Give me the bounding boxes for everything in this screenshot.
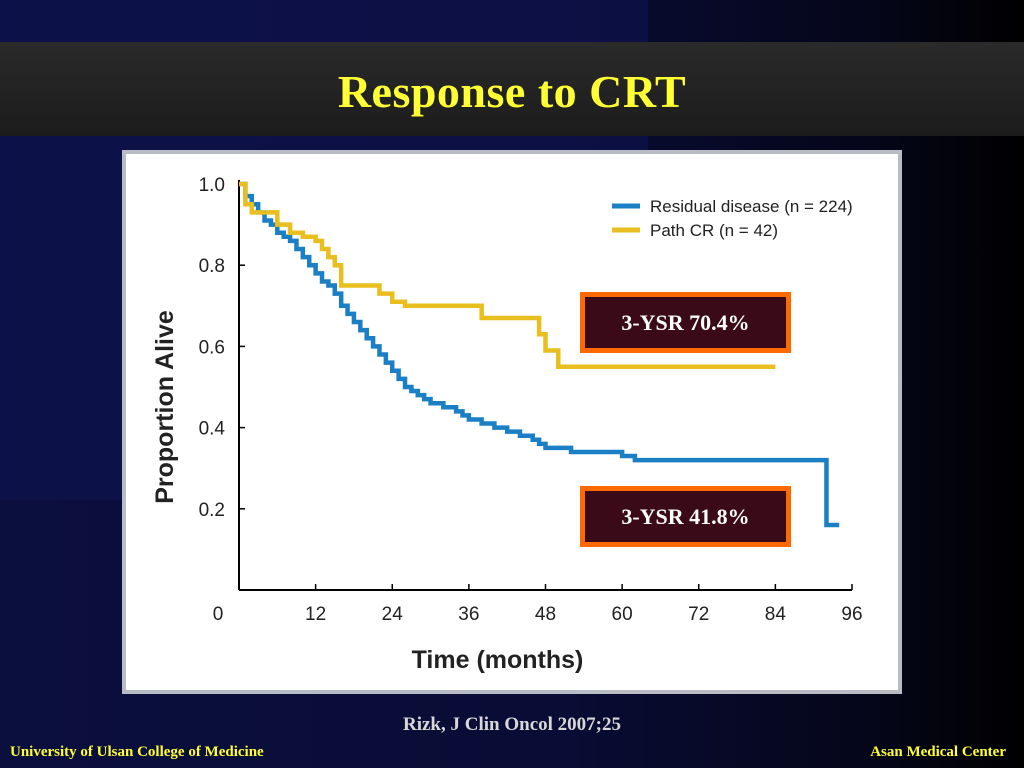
legend-entry: Path CR (n = 42) — [650, 221, 778, 240]
slide-title: Response to CRT — [337, 65, 687, 117]
y-tick-label: 0.4 — [199, 419, 226, 440]
x-axis-label: Time (months) — [412, 646, 584, 674]
x-tick-label: 12 — [305, 604, 326, 625]
x-tick-label: 96 — [841, 604, 862, 625]
series-pathcr-line — [239, 181, 776, 369]
x-tick-label: 36 — [458, 604, 479, 625]
x-tick-label: 0 — [213, 604, 224, 625]
citation: Rizk, J Clin Oncol 2007;25 — [403, 714, 621, 735]
y-axis-label: Proportion Alive — [151, 310, 179, 504]
callout-residual-3ysr: 3-YSR 41.8% — [580, 486, 791, 547]
legend-entry: Residual disease (n = 224) — [650, 197, 853, 216]
footer-center: Asan Medical Center — [870, 744, 1006, 760]
series-residual-line — [239, 181, 840, 528]
footer-institution: University of Ulsan College of Medicine — [10, 744, 264, 760]
x-tick-label: 84 — [765, 604, 787, 625]
x-tick-label: 48 — [535, 604, 556, 625]
y-tick-label: 0.8 — [199, 256, 225, 277]
x-tick-label: 24 — [382, 604, 404, 625]
x-tick-label: 72 — [688, 604, 709, 625]
y-tick-label: 1.0 — [199, 175, 225, 196]
chart-frame: 0 12 24 36 48 60 72 84 96 0.2 0.4 0.6 0.8 1.0 Time (mo… — [122, 150, 902, 694]
y-tick-label: 0.2 — [199, 500, 225, 521]
x-tick-label: 60 — [612, 604, 633, 625]
title-bar: Response to CRT — [0, 42, 1024, 136]
y-tick-label: 0.6 — [199, 337, 225, 358]
callout-pathcr-3ysr: 3-YSR 70.4% — [580, 292, 791, 353]
survival-chart: 0 12 24 36 48 60 72 84 96 0.2 0.4 0.6 0.8 1.0 Time (mo… — [151, 175, 863, 674]
